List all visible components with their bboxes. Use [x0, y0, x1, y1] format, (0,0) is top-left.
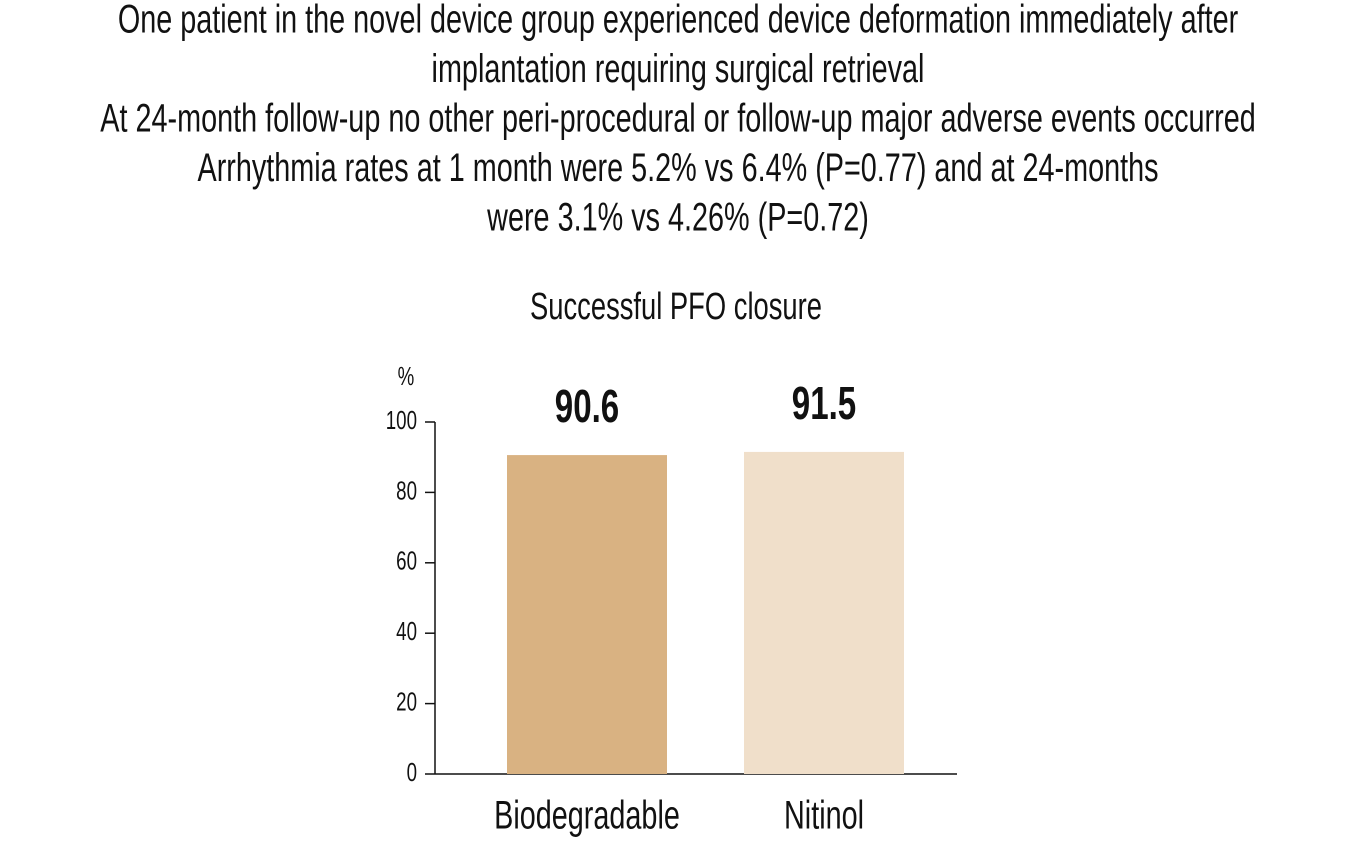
note-line: Arrhythmia rates at 1 month were 5.2% vs… [197, 145, 1158, 190]
note-line: implantation requiring surgical retrieva… [432, 46, 925, 91]
y-tick-label: 80 [396, 475, 417, 505]
value-label: 91.5 [792, 379, 856, 429]
y-tick-label: 0 [407, 757, 417, 787]
x-tick-label: Biodegradable [494, 793, 680, 838]
note-line: One patient in the novel device group ex… [118, 0, 1239, 42]
y-axis-label: % [398, 361, 415, 391]
note-line: were 3.1% vs 4.26% (P=0.72) [486, 195, 869, 240]
y-tick-label: 20 [396, 686, 417, 716]
y-tick-label: 100 [386, 405, 417, 435]
x-tick-label: Nitinol [784, 793, 864, 838]
note-line: At 24-month follow-up no other peri-proc… [100, 96, 1255, 141]
value-label: 90.6 [555, 382, 619, 432]
y-tick-label: 40 [396, 616, 417, 646]
chart-title: Successful PFO closure [530, 286, 822, 328]
bar [507, 455, 667, 774]
y-tick-label: 60 [396, 546, 417, 576]
bar [744, 451, 904, 774]
